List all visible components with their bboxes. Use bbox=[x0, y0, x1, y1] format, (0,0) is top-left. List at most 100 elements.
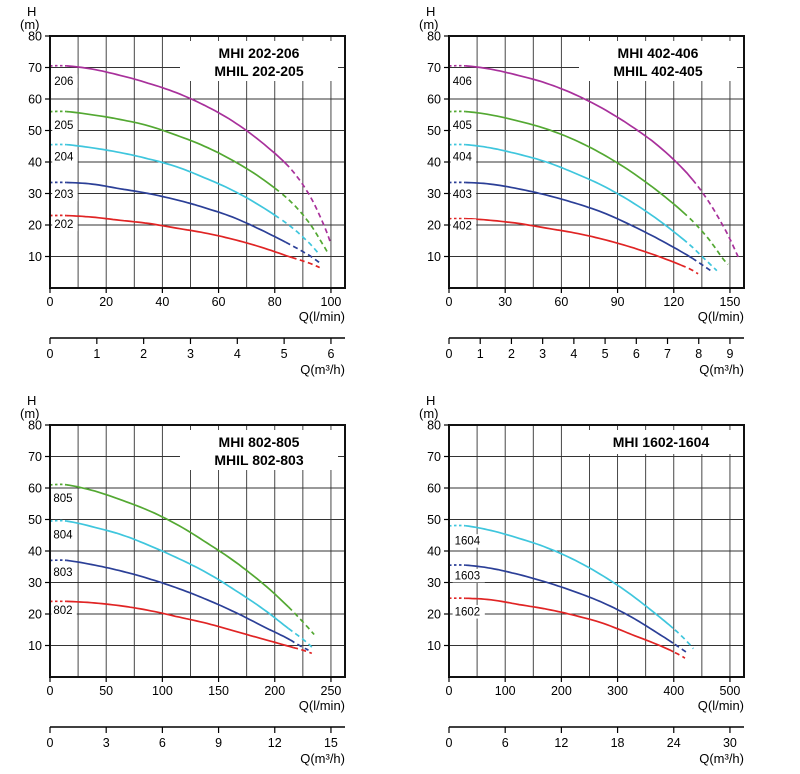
y-tick-label: 10 bbox=[427, 250, 441, 264]
curve-1604 bbox=[466, 526, 673, 628]
y-tick-label: 20 bbox=[28, 219, 42, 233]
x-tick-label: 300 bbox=[607, 684, 628, 698]
chart-title-line: MHIL 802-803 bbox=[214, 452, 303, 468]
x2-tick-label: 3 bbox=[539, 347, 546, 361]
y-axis-unit: (m) bbox=[20, 406, 40, 421]
x-tick-label: 500 bbox=[720, 684, 741, 698]
x-tick-label: 100 bbox=[321, 295, 342, 309]
y-tick-label: 70 bbox=[28, 450, 42, 464]
x-tick-label: 0 bbox=[446, 295, 453, 309]
curve-label-1602: 1602 bbox=[455, 607, 481, 619]
x-tick-label: 20 bbox=[99, 295, 113, 309]
y-tick-label: 20 bbox=[28, 608, 42, 622]
x2-tick-label: 6 bbox=[502, 736, 509, 750]
x-tick-label: 400 bbox=[663, 684, 684, 698]
x2-tick-label: 1 bbox=[93, 347, 100, 361]
x2-tick-label: 24 bbox=[667, 736, 681, 750]
y-tick-label: 10 bbox=[28, 639, 42, 653]
curve-405 bbox=[466, 112, 687, 216]
curve-203 bbox=[67, 183, 286, 243]
y-tick-label: 60 bbox=[427, 482, 441, 496]
curve-402 bbox=[466, 219, 681, 265]
y-tick-label: 70 bbox=[427, 450, 441, 464]
x2-axis-title: Q(m³/h) bbox=[300, 751, 345, 766]
curve-label-204: 204 bbox=[54, 151, 74, 163]
curve-804 bbox=[67, 521, 289, 628]
y-tick-label: 30 bbox=[28, 187, 42, 201]
x2-tick-label: 1 bbox=[477, 347, 484, 361]
x-tick-label: 200 bbox=[264, 684, 285, 698]
chart-title-line: MHI 1602-1604 bbox=[613, 434, 710, 450]
x-tick-label: 250 bbox=[321, 684, 342, 698]
x-tick-label: 100 bbox=[495, 684, 516, 698]
curve-label-805: 805 bbox=[53, 493, 72, 505]
series-curves bbox=[449, 526, 693, 659]
grid-lines bbox=[449, 425, 744, 677]
curve-805-dashed-head bbox=[50, 484, 67, 485]
y-tick-label: 60 bbox=[28, 482, 42, 496]
x-tick-label: 90 bbox=[611, 295, 625, 309]
curve-406-dashed-tail bbox=[693, 180, 740, 260]
y-tick-label: 40 bbox=[427, 545, 441, 559]
curve-1602-dashed-tail bbox=[675, 653, 685, 659]
y-tick-label: 20 bbox=[427, 219, 441, 233]
x-tick-label: 60 bbox=[554, 295, 568, 309]
curve-label-406: 406 bbox=[453, 76, 472, 88]
chart-title: MHI 802-805 MHIL 802-803 bbox=[180, 430, 338, 470]
y-tick-label: 40 bbox=[28, 156, 42, 170]
x-tick-label: 200 bbox=[551, 684, 572, 698]
x2-tick-label: 7 bbox=[664, 347, 671, 361]
x2-axis-title: Q(m³/h) bbox=[699, 751, 744, 766]
chart-title-line: MHI 202-206 bbox=[219, 45, 300, 61]
x-tick-label: 150 bbox=[720, 295, 741, 309]
y-tick-label: 40 bbox=[427, 156, 441, 170]
x2-tick-label: 4 bbox=[234, 347, 241, 361]
x-tick-label: 0 bbox=[47, 684, 54, 698]
x2-tick-label: 5 bbox=[602, 347, 609, 361]
x-tick-label: 40 bbox=[155, 295, 169, 309]
curve-404-dashed-tail bbox=[690, 245, 717, 271]
y-axis-unit: (m) bbox=[419, 406, 439, 421]
x-tick-label: 0 bbox=[47, 295, 54, 309]
y-tick-label: 40 bbox=[28, 545, 42, 559]
y-tick-label: 70 bbox=[28, 61, 42, 75]
chart-title-line: MHIL 402-405 bbox=[613, 63, 702, 79]
y-tick-label: 70 bbox=[427, 61, 441, 75]
curve-label-205: 205 bbox=[54, 120, 73, 132]
y-tick-label: 60 bbox=[427, 93, 441, 107]
series-curves bbox=[449, 66, 739, 274]
chart-title-line: MHI 802-805 bbox=[219, 434, 300, 450]
x-tick-label: 150 bbox=[208, 684, 229, 698]
curve-803 bbox=[67, 560, 290, 640]
curve-label-202: 202 bbox=[54, 219, 73, 231]
x-axis-title: Q(l/min) bbox=[698, 309, 744, 324]
x-tick-label: 80 bbox=[268, 295, 282, 309]
x-tick-label: 60 bbox=[212, 295, 226, 309]
chart-title-line: MHI 402-406 bbox=[618, 45, 699, 61]
curve-label-1604: 1604 bbox=[455, 536, 481, 548]
curve-202 bbox=[67, 216, 292, 258]
x2-tick-label: 12 bbox=[268, 736, 282, 750]
x-tick-label: 0 bbox=[446, 684, 453, 698]
curve-1603 bbox=[466, 565, 673, 643]
x2-tick-label: 18 bbox=[611, 736, 625, 750]
curve-label-403: 403 bbox=[453, 189, 472, 201]
x2-tick-label: 3 bbox=[103, 736, 110, 750]
x2-tick-label: 6 bbox=[159, 736, 166, 750]
x2-tick-label: 2 bbox=[140, 347, 147, 361]
x-axis-title: Q(l/min) bbox=[299, 698, 345, 713]
x-tick-label: 50 bbox=[99, 684, 113, 698]
x2-tick-label: 3 bbox=[187, 347, 194, 361]
